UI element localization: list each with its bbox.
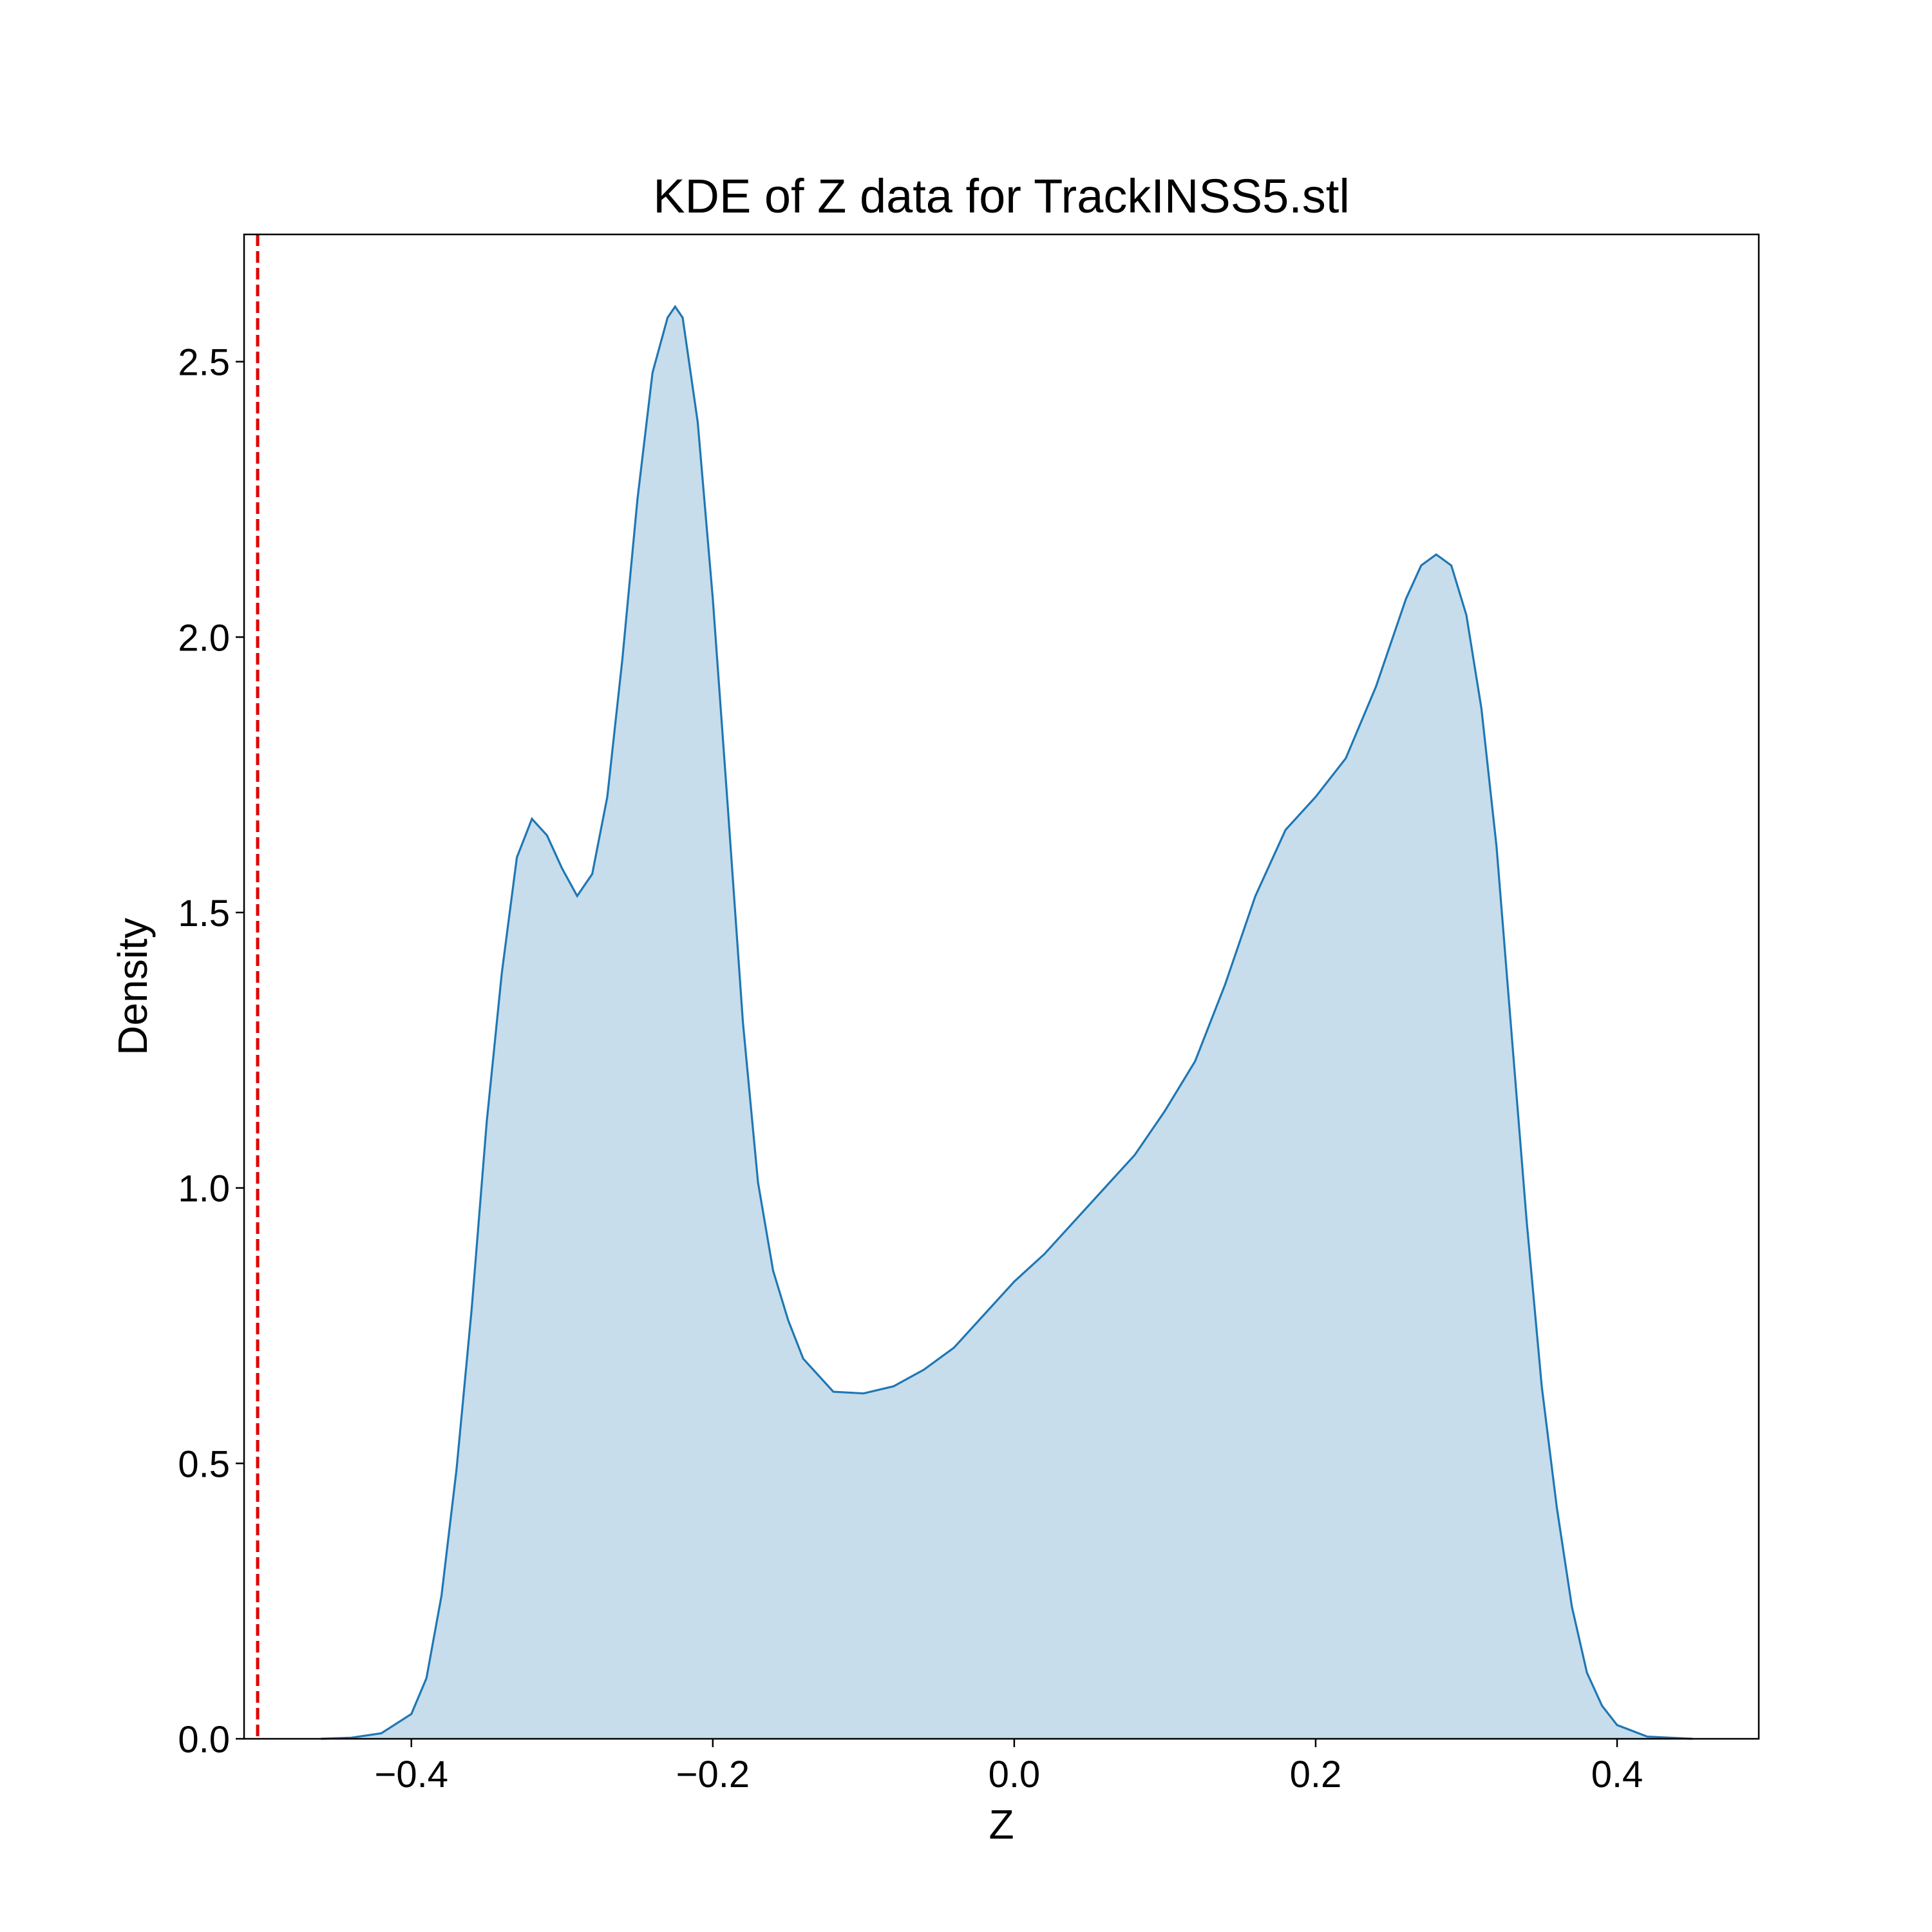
y-tick-label: 1.5: [178, 893, 230, 934]
x-tick-label: 0.2: [1290, 1754, 1342, 1795]
y-tick-label: 2.0: [178, 617, 230, 659]
x-tick-label: −0.2: [676, 1754, 750, 1795]
y-axis-label: Density: [109, 918, 156, 1055]
plot-frame: [243, 233, 1760, 1740]
x-tick-label: −0.4: [375, 1754, 449, 1795]
density-area: [321, 307, 1693, 1739]
chart-title: KDE of Z data for TrackINSS5.stl: [653, 169, 1350, 223]
x-tick-label: 0.4: [1591, 1754, 1643, 1795]
y-tick-label: 1.0: [178, 1168, 230, 1210]
x-axis-label: Z: [989, 1801, 1014, 1848]
y-tick-label: 0.0: [178, 1719, 230, 1761]
y-tick-label: 0.5: [178, 1443, 230, 1485]
x-tick-label: 0.0: [989, 1754, 1041, 1795]
y-tick-label: 2.5: [178, 342, 230, 384]
density-line: [321, 305, 1693, 1740]
